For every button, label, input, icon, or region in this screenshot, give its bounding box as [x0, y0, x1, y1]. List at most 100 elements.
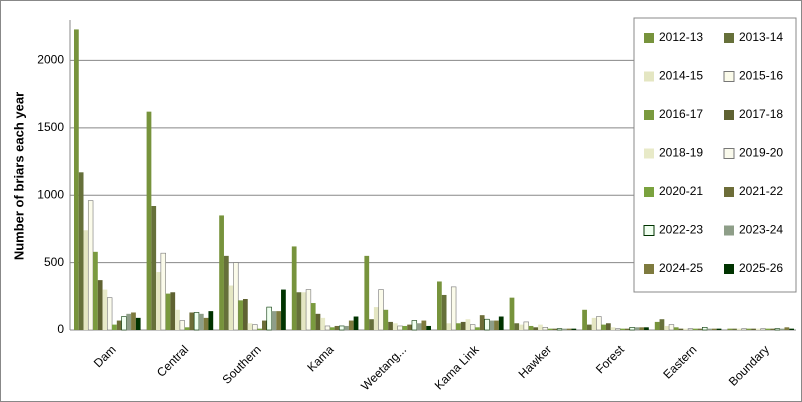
bar: [644, 327, 649, 330]
bar: [494, 320, 499, 330]
legend-label: 2013-14: [739, 30, 783, 44]
legend-label: 2023-24: [739, 223, 783, 237]
bar: [620, 328, 626, 330]
legend-label: 2016-17: [659, 107, 703, 121]
bar: [121, 316, 127, 331]
bar: [416, 323, 422, 330]
bar: [450, 286, 457, 331]
y-tick-label: 500: [44, 255, 64, 269]
bar: [552, 328, 558, 330]
bar: [711, 328, 717, 330]
bar: [291, 246, 297, 330]
bar: [469, 324, 476, 331]
bar: [397, 325, 403, 331]
bar: [514, 323, 520, 330]
bar: [533, 327, 539, 330]
bar: [320, 317, 326, 330]
bar: [746, 328, 752, 330]
bar: [678, 328, 684, 330]
bar: [784, 327, 790, 330]
bar: [601, 324, 606, 330]
bar: [615, 328, 621, 331]
bar: [392, 323, 398, 330]
bar: [411, 320, 418, 331]
bar: [228, 285, 234, 330]
bar: [170, 292, 176, 330]
bar: [441, 294, 447, 330]
legend-label: 2019-20: [739, 146, 783, 160]
bar: [687, 328, 694, 331]
legend-swatch: [723, 71, 735, 82]
bar: [344, 325, 349, 330]
bar: [673, 327, 679, 330]
bar: [87, 200, 94, 331]
bar: [509, 297, 515, 330]
legend-label: 2012-13: [659, 30, 703, 44]
bar: [426, 325, 431, 330]
bar: [556, 328, 563, 331]
bar: [736, 328, 742, 330]
legend-label: 2024-25: [659, 261, 703, 275]
bar: [605, 323, 611, 330]
bar: [707, 328, 712, 330]
legend-label: 2018-19: [659, 146, 703, 160]
legend-box: [633, 17, 797, 293]
bar: [83, 230, 89, 330]
bar: [305, 289, 312, 331]
bar: [193, 312, 200, 331]
bar: [765, 328, 771, 330]
bar: [460, 321, 466, 330]
bar: [664, 325, 670, 330]
bar: [151, 206, 157, 330]
bar: [131, 312, 136, 330]
bar: [566, 328, 572, 330]
bar: [116, 320, 122, 330]
y-tick-label: 1500: [37, 120, 64, 134]
bar: [189, 312, 195, 330]
bar: [388, 321, 393, 330]
bar: [789, 328, 794, 330]
bar: [456, 323, 461, 330]
bar: [755, 328, 761, 330]
bar: [329, 327, 335, 330]
bar: [238, 300, 243, 330]
bar: [629, 327, 635, 331]
bar: [702, 327, 708, 331]
legend-swatch: [644, 71, 654, 82]
bar: [407, 324, 412, 330]
bar: [107, 297, 113, 331]
legend-label: 2017-18: [739, 107, 783, 121]
bar: [165, 293, 171, 330]
bar: [523, 321, 529, 331]
legend-swatch: [644, 148, 654, 159]
bar: [233, 262, 239, 331]
legend-swatch: [644, 33, 654, 43]
bar: [383, 309, 389, 330]
bar: [74, 29, 79, 330]
bar: [402, 325, 408, 330]
bar: [373, 307, 379, 330]
bar: [639, 327, 645, 330]
bar: [779, 328, 785, 330]
legend-swatch: [644, 264, 654, 274]
bar: [465, 319, 471, 330]
bar: [668, 324, 675, 331]
bar: [262, 320, 267, 330]
bar: [203, 317, 209, 330]
bar: [561, 328, 567, 330]
bar: [271, 311, 277, 330]
bar: [369, 319, 374, 330]
legend-swatch: [724, 225, 734, 236]
bar: [276, 311, 282, 330]
bar: [528, 325, 534, 330]
bar: [208, 311, 214, 330]
bar: [296, 292, 302, 330]
bar: [489, 320, 495, 330]
legend-swatch: [724, 187, 734, 197]
bar: [324, 325, 331, 331]
bar: [348, 320, 354, 330]
bar: [538, 324, 543, 330]
bar: [484, 318, 490, 331]
